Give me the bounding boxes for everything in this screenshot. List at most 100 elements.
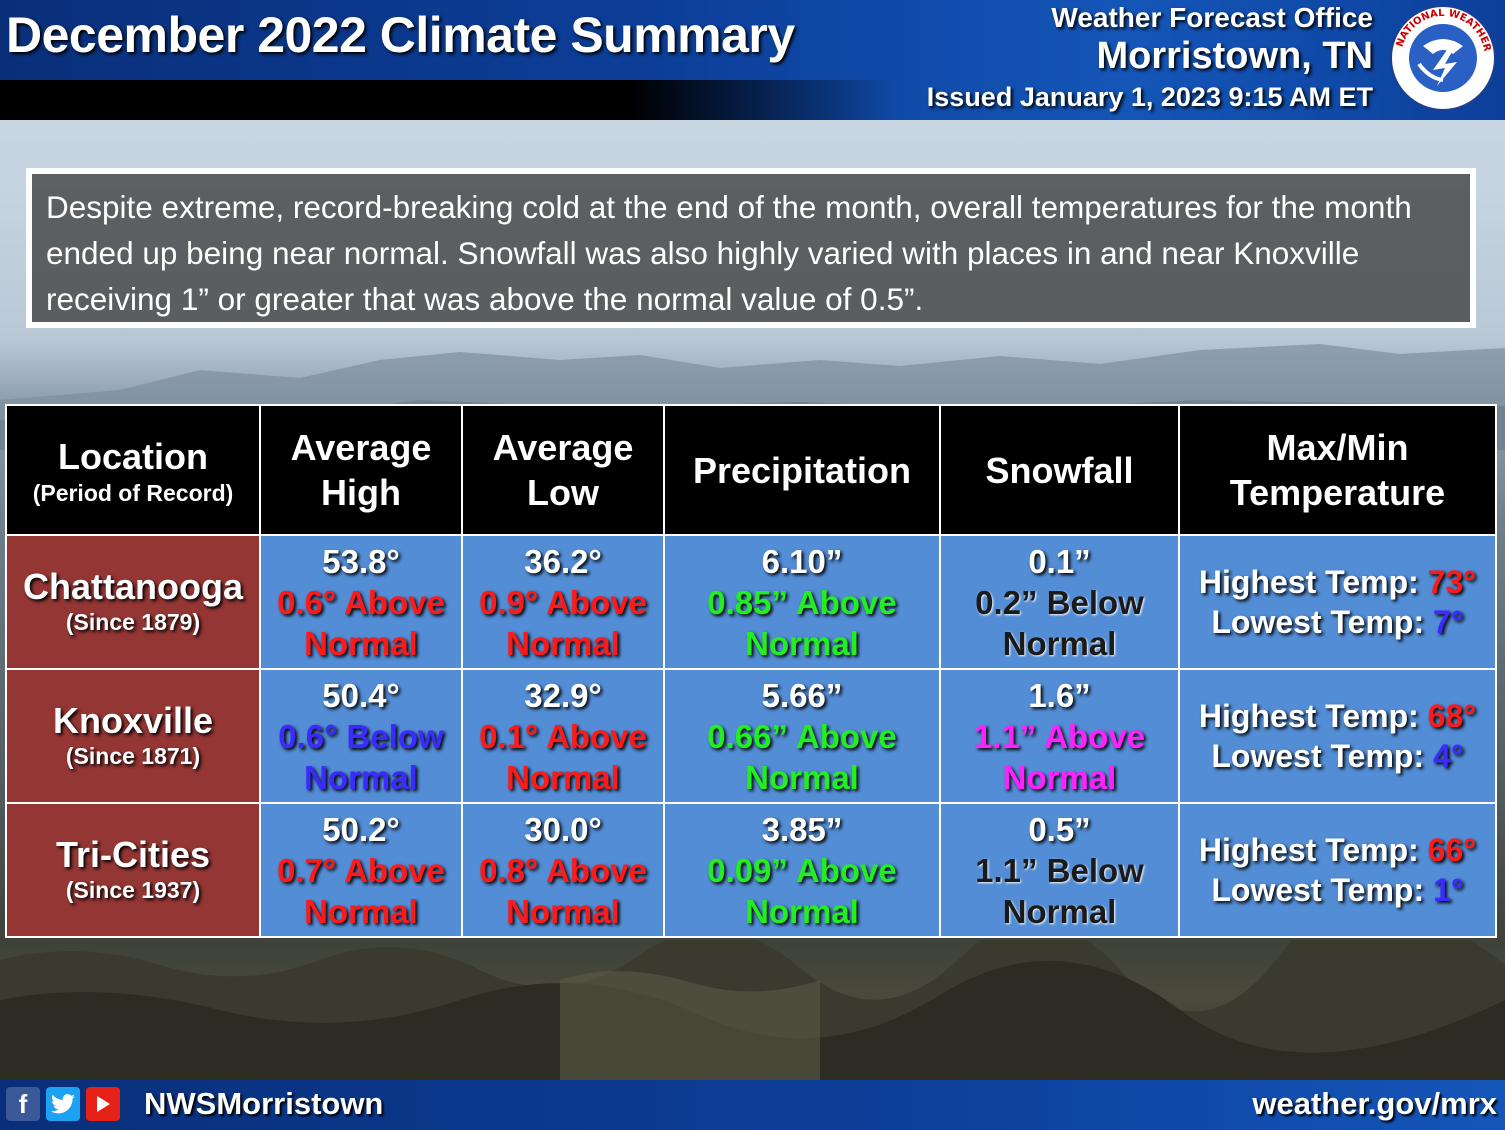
header-location-label: Location xyxy=(58,435,208,477)
avg-high-value: 50.4° xyxy=(322,676,400,714)
lowest-temp-line: Lowest Temp: 4° xyxy=(1180,736,1495,776)
location-since: (Since 1937) xyxy=(65,877,201,903)
summary-box: Despite extreme, record-breaking cold at… xyxy=(26,168,1476,328)
avg-high-cell: 50.4° 0.6° Below Normal xyxy=(259,668,463,804)
avg-high-normal: Normal xyxy=(304,624,418,662)
location-cell: Chattanooga (Since 1879) xyxy=(5,534,261,670)
lowest-temp-value: 4° xyxy=(1433,738,1464,774)
location-cell: Knoxville (Since 1871) xyxy=(5,668,261,804)
snow-cell: 0.1” 0.2” Below Normal xyxy=(939,534,1180,670)
precip-cell: 5.66” 0.66” Above Normal xyxy=(663,668,941,804)
highest-temp-label: Highest Temp: xyxy=(1198,832,1419,868)
avg-low-value: 32.9° xyxy=(524,676,602,714)
header-band xyxy=(0,80,900,120)
avg-low-normal: Normal xyxy=(506,758,620,796)
maxmin-cell: Highest Temp: 68° Lowest Temp: 4° xyxy=(1178,668,1497,804)
snow-departure: 1.1” Below xyxy=(975,851,1144,889)
avg-high-cell: 53.8° 0.6° Above Normal xyxy=(259,534,463,670)
avg-low-departure: 0.1° Above xyxy=(479,717,647,755)
highest-temp-line: Highest Temp: 73° xyxy=(1180,562,1495,602)
precip-cell: 3.85” 0.09” Above Normal xyxy=(663,802,941,938)
header-avg-low: Average Low xyxy=(461,404,665,536)
header-avg-high-line2: High xyxy=(321,472,401,513)
header-avg-low-line1: Average xyxy=(492,427,634,468)
snow-departure: 1.1” Above xyxy=(973,717,1146,755)
lowest-temp-line: Lowest Temp: 1° xyxy=(1180,870,1495,910)
table-row: Tri-Cities (Since 1937) 50.2° 0.7° Above… xyxy=(5,802,1497,938)
header-snow: Snowfall xyxy=(939,404,1180,536)
climate-table: Location (Period of Record) Average High… xyxy=(5,404,1497,938)
header-maxmin-line1: Max/Min xyxy=(1266,427,1409,468)
precip-departure: 0.85” Above xyxy=(707,583,897,621)
snow-cell: 1.6” 1.1” Above Normal xyxy=(939,668,1180,804)
precip-normal: Normal xyxy=(745,758,859,796)
header-location-sub: (Period of Record) xyxy=(32,479,234,506)
snow-value: 0.1” xyxy=(1028,542,1091,580)
website-link[interactable]: weather.gov/mrx xyxy=(1252,1086,1497,1121)
lowest-temp-label: Lowest Temp: xyxy=(1211,872,1425,908)
snow-value: 1.6” xyxy=(1028,676,1091,714)
snow-normal: Normal xyxy=(1002,892,1117,930)
office-block: Weather Forecast Office Morristown, TN I… xyxy=(927,2,1373,114)
table-header-row: Location (Period of Record) Average High… xyxy=(5,404,1497,536)
precip-departure: 0.66” Above xyxy=(707,717,897,755)
avg-low-normal: Normal xyxy=(506,624,620,662)
avg-high-normal: Normal xyxy=(304,758,418,796)
avg-low-normal: Normal xyxy=(506,892,620,930)
avg-high-cell: 50.2° 0.7° Above Normal xyxy=(259,802,463,938)
precip-value: 5.66” xyxy=(761,676,843,714)
precip-value: 3.85” xyxy=(761,810,843,848)
table-row: Chattanooga (Since 1879) 53.8° 0.6° Abov… xyxy=(5,534,1497,670)
avg-low-value: 30.0° xyxy=(524,810,602,848)
location-cell: Tri-Cities (Since 1937) xyxy=(5,802,261,938)
highest-temp-value: 66° xyxy=(1427,832,1477,868)
highest-temp-value: 68° xyxy=(1427,698,1477,734)
issued-date: Issued January 1, 2023 9:15 AM ET xyxy=(926,82,1373,112)
avg-low-value: 36.2° xyxy=(524,542,602,580)
avg-high-value: 50.2° xyxy=(322,810,400,848)
twitter-icon[interactable] xyxy=(46,1087,80,1121)
office-line2: Morristown, TN xyxy=(1096,35,1373,77)
snow-normal: Normal xyxy=(1002,758,1117,796)
precip-departure: 0.09” Above xyxy=(707,851,897,889)
header-bar: December 2022 Climate Summary Weather Fo… xyxy=(0,0,1505,120)
social-handle[interactable]: NWSMorristown xyxy=(144,1086,384,1121)
precip-cell: 6.10” 0.85” Above Normal xyxy=(663,534,941,670)
snow-departure: 0.2” Below xyxy=(975,583,1144,621)
location-since: (Since 1871) xyxy=(65,743,201,769)
social-icons: f xyxy=(6,1087,120,1121)
precip-normal: Normal xyxy=(745,624,859,662)
table-row: Knoxville (Since 1871) 50.4° 0.6° Below … xyxy=(5,668,1497,804)
lowest-temp-value: 1° xyxy=(1433,872,1464,908)
avg-high-normal: Normal xyxy=(304,892,418,930)
snow-value: 0.5” xyxy=(1028,810,1091,848)
header-avg-high-line1: Average xyxy=(290,427,432,468)
maxmin-cell: Highest Temp: 66° Lowest Temp: 1° xyxy=(1178,802,1497,938)
avg-high-departure: 0.6° Above xyxy=(277,583,445,621)
location-name: Knoxville xyxy=(52,700,214,741)
highest-temp-line: Highest Temp: 68° xyxy=(1180,696,1495,736)
highest-temp-label: Highest Temp: xyxy=(1198,698,1419,734)
avg-low-cell: 32.9° 0.1° Above Normal xyxy=(461,668,665,804)
avg-high-departure: 0.6° Below xyxy=(278,717,444,755)
location-name: Tri-Cities xyxy=(55,834,211,875)
lowest-temp-label: Lowest Temp: xyxy=(1211,604,1425,640)
header-maxmin: Max/Min Temperature xyxy=(1178,404,1497,536)
avg-low-cell: 36.2° 0.9° Above Normal xyxy=(461,534,665,670)
snow-normal: Normal xyxy=(1002,624,1117,662)
lowest-temp-value: 7° xyxy=(1433,604,1464,640)
header-avg-high: Average High xyxy=(259,404,463,536)
nws-logo-icon: NATIONAL WEATHER SERVICE xyxy=(1389,4,1496,111)
highest-temp-label: Highest Temp: xyxy=(1198,564,1419,600)
precip-value: 6.10” xyxy=(761,542,843,580)
youtube-icon[interactable] xyxy=(86,1087,120,1121)
facebook-icon[interactable]: f xyxy=(6,1087,40,1121)
header-precip: Precipitation xyxy=(663,404,941,536)
avg-low-cell: 30.0° 0.8° Above Normal xyxy=(461,802,665,938)
precip-normal: Normal xyxy=(745,892,859,930)
page-title: December 2022 Climate Summary xyxy=(6,7,795,63)
highest-temp-value: 73° xyxy=(1427,564,1477,600)
location-name: Chattanooga xyxy=(23,566,243,607)
summary-text: Despite extreme, record-breaking cold at… xyxy=(46,189,1412,317)
header-maxmin-line2: Temperature xyxy=(1229,472,1446,513)
